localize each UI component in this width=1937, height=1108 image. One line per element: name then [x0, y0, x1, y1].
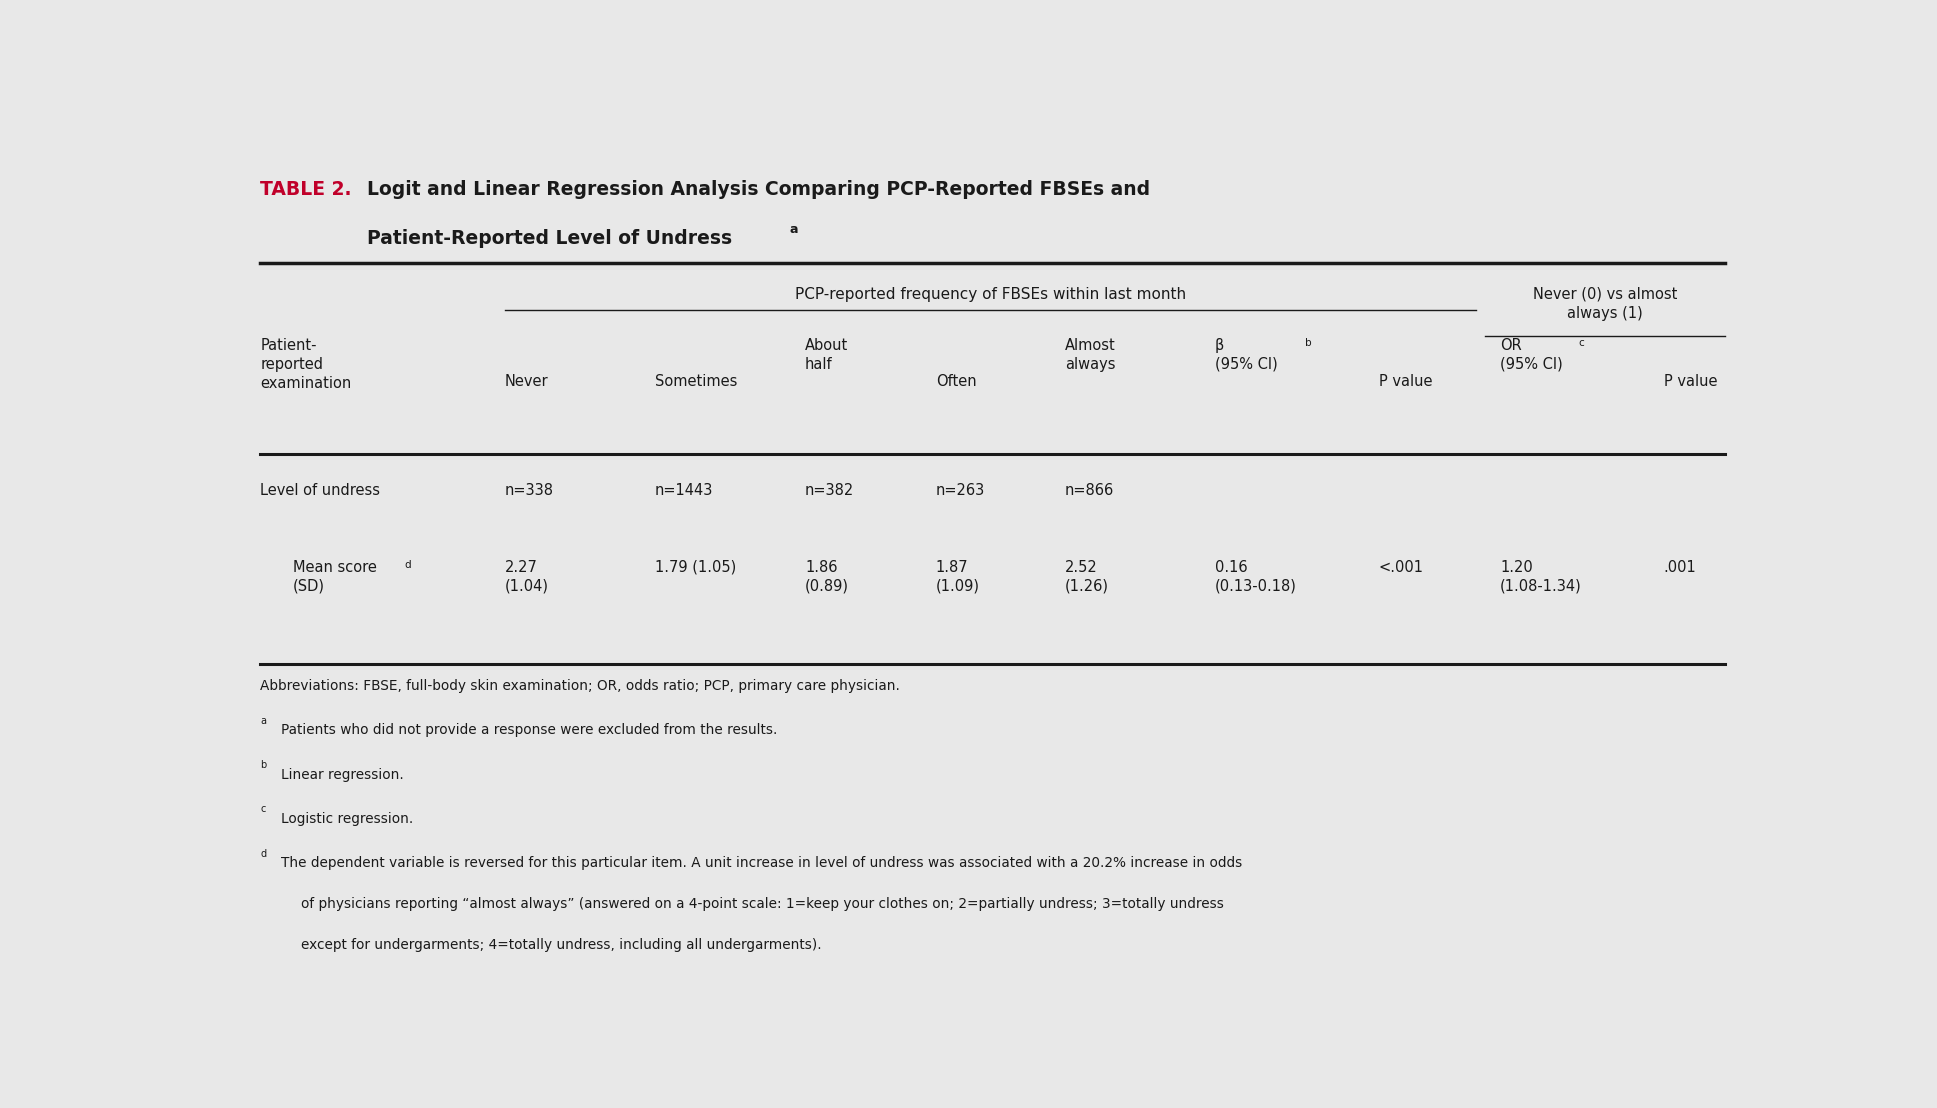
Text: c: c: [260, 804, 265, 814]
Text: Never (0) vs almost
always (1): Never (0) vs almost always (1): [1532, 287, 1677, 321]
Text: Level of undress: Level of undress: [260, 483, 380, 497]
Text: c: c: [1579, 338, 1584, 348]
Text: Never: Never: [506, 373, 548, 389]
Text: Logistic regression.: Logistic regression.: [281, 812, 413, 827]
Text: Patient-
reported
examination: Patient- reported examination: [260, 338, 351, 391]
Text: n=866: n=866: [1065, 483, 1114, 497]
Text: PCP-reported frequency of FBSEs within last month: PCP-reported frequency of FBSEs within l…: [794, 287, 1185, 301]
Text: Patient-Reported Level of Undress: Patient-Reported Level of Undress: [366, 229, 732, 248]
Text: About
half: About half: [806, 338, 848, 372]
Text: β
(95% CI): β (95% CI): [1214, 338, 1278, 372]
Text: OR
(95% CI): OR (95% CI): [1499, 338, 1563, 372]
Text: 1.20
(1.08-1.34): 1.20 (1.08-1.34): [1499, 560, 1583, 594]
Text: a: a: [788, 223, 798, 236]
Text: d: d: [405, 560, 411, 570]
Text: .001: .001: [1664, 560, 1697, 575]
Text: P value: P value: [1664, 373, 1718, 389]
Text: a: a: [260, 716, 265, 726]
Text: Mean score
(SD): Mean score (SD): [292, 560, 378, 594]
Text: b: b: [1306, 338, 1311, 348]
Text: Logit and Linear Regression Analysis Comparing PCP-Reported FBSEs and: Logit and Linear Regression Analysis Com…: [366, 179, 1151, 198]
Text: 2.52
(1.26): 2.52 (1.26): [1065, 560, 1108, 594]
Text: 0.16
(0.13-0.18): 0.16 (0.13-0.18): [1214, 560, 1296, 594]
Text: n=1443: n=1443: [655, 483, 713, 497]
Text: b: b: [260, 760, 267, 770]
Text: Abbreviations: FBSE, full-body skin examination; OR, odds ratio; PCP, primary ca: Abbreviations: FBSE, full-body skin exam…: [260, 679, 901, 692]
Text: Often: Often: [936, 373, 976, 389]
Text: n=338: n=338: [506, 483, 554, 497]
Text: TABLE 2.: TABLE 2.: [260, 179, 353, 198]
Text: d: d: [260, 849, 265, 859]
Text: n=382: n=382: [806, 483, 854, 497]
Text: P value: P value: [1379, 373, 1431, 389]
Text: Linear regression.: Linear regression.: [281, 768, 405, 782]
Text: of physicians reporting “almost always” (answered on a 4-point scale: 1=keep you: of physicians reporting “almost always” …: [300, 897, 1224, 911]
Text: 2.27
(1.04): 2.27 (1.04): [506, 560, 548, 594]
Text: 1.79 (1.05): 1.79 (1.05): [655, 560, 736, 575]
Text: The dependent variable is reversed for this particular item. A unit increase in : The dependent variable is reversed for t…: [281, 856, 1242, 871]
Text: Patients who did not provide a response were excluded from the results.: Patients who did not provide a response …: [281, 724, 777, 737]
Text: <.001: <.001: [1379, 560, 1424, 575]
Text: n=263: n=263: [936, 483, 984, 497]
Text: except for undergarments; 4=totally undress, including all undergarments).: except for undergarments; 4=totally undr…: [300, 938, 821, 952]
Text: 1.86
(0.89): 1.86 (0.89): [806, 560, 848, 594]
Text: 1.87
(1.09): 1.87 (1.09): [936, 560, 980, 594]
Text: Almost
always: Almost always: [1065, 338, 1116, 372]
Text: Sometimes: Sometimes: [655, 373, 738, 389]
